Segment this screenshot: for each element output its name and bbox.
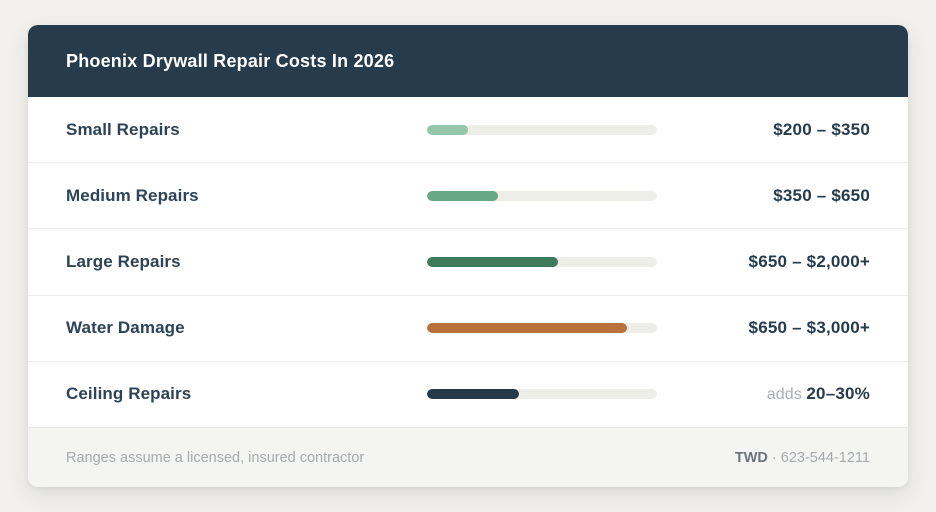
cost-bar-track bbox=[427, 257, 657, 267]
table-row-large-repairs: Large Repairs $650 – $2,000+ bbox=[28, 228, 908, 294]
cost-bar-track bbox=[427, 323, 657, 334]
price-value: $650 – $2,000+ bbox=[748, 252, 870, 271]
page-title: Phoenix Drywall Repair Costs In 2026 bbox=[66, 50, 395, 71]
card-footer: Ranges assume a licensed, insured contra… bbox=[28, 427, 908, 487]
pricing-rows: Small Repairs $200 – $350 Medium Repairs… bbox=[28, 97, 908, 427]
card-header: Phoenix Drywall Repair Costs In 2026 bbox=[28, 25, 908, 97]
price-range: $650 – $3,000+ bbox=[657, 318, 870, 338]
footer-brand: TWD bbox=[734, 449, 768, 466]
price-value: $350 – $650 bbox=[773, 185, 870, 205]
footer-note: Ranges assume a licensed, insured contra… bbox=[66, 449, 365, 466]
table-row-ceiling-repairs: Ceiling Repairs adds 20–30% bbox=[28, 360, 908, 427]
price-range: adds 20–30% bbox=[657, 384, 870, 404]
price-value: $200 – $350 bbox=[773, 119, 870, 139]
price-value: $650 – $3,000+ bbox=[748, 318, 870, 338]
footer-contact: TWD · 623-544-1211 bbox=[735, 450, 870, 466]
pricing-card: Phoenix Drywall Repair Costs In 2026 Sma… bbox=[28, 25, 908, 487]
cost-bar-track bbox=[427, 389, 657, 400]
cost-bar-fill bbox=[427, 389, 519, 400]
price-range: $200 – $350 bbox=[657, 120, 870, 140]
row-label: Large Repairs bbox=[66, 252, 181, 271]
row-label: Medium Repairs bbox=[66, 185, 199, 205]
cost-bar-fill bbox=[427, 323, 628, 334]
row-label: Small Repairs bbox=[66, 119, 180, 139]
price-value: 20–30% bbox=[806, 384, 870, 404]
row-label: Water Damage bbox=[66, 318, 185, 338]
table-row-small-repairs: Small Repairs $200 – $350 bbox=[28, 97, 908, 162]
footer-phone: 623-544-1211 bbox=[780, 449, 870, 466]
cost-bar-fill bbox=[427, 124, 469, 135]
price-range: $350 – $650 bbox=[657, 186, 870, 206]
cost-bar-fill bbox=[427, 257, 559, 267]
price-prefix: adds bbox=[766, 386, 807, 404]
cost-bar-track bbox=[427, 190, 657, 201]
footer-separator: · bbox=[767, 449, 781, 466]
row-label: Ceiling Repairs bbox=[66, 384, 192, 404]
table-row-medium-repairs: Medium Repairs $350 – $650 bbox=[28, 162, 908, 228]
table-row-water-damage: Water Damage $650 – $3,000+ bbox=[28, 294, 908, 361]
cost-bar-track bbox=[427, 124, 657, 135]
cost-bar-fill bbox=[427, 190, 499, 201]
price-range: $650 – $2,000+ bbox=[657, 252, 870, 272]
